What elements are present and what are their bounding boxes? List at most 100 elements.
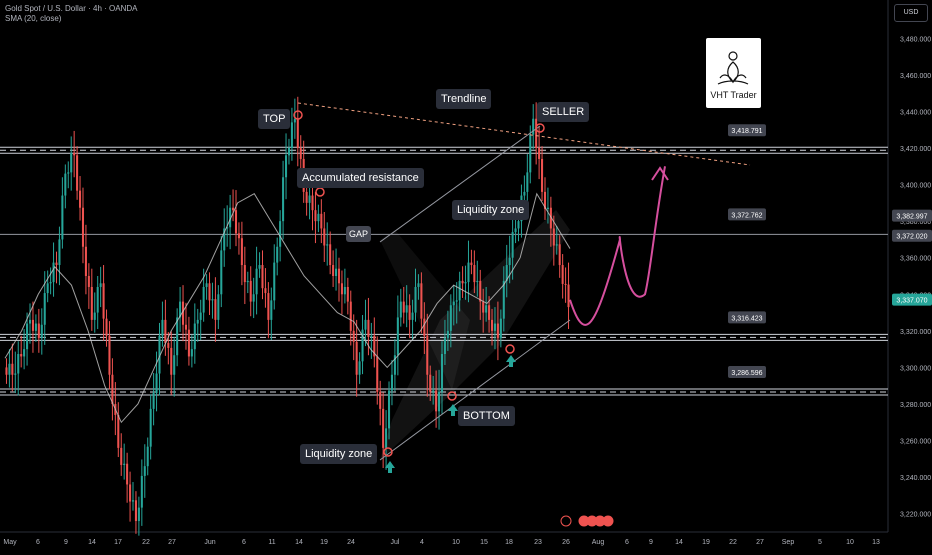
price-label-bg xyxy=(892,229,932,242)
price-label: 3,337.070 xyxy=(896,298,927,305)
candle-body xyxy=(240,238,243,266)
candle-body xyxy=(220,250,223,295)
channel-line xyxy=(379,319,571,461)
candle-body xyxy=(337,268,341,284)
pivot-marker xyxy=(383,447,393,457)
candle-body xyxy=(467,262,470,283)
pivot-marker xyxy=(447,391,457,401)
candle-body xyxy=(152,393,155,409)
x-tick-label: Aug xyxy=(592,539,605,546)
candle-body xyxy=(102,283,105,319)
candle-body xyxy=(555,244,558,246)
candle-body xyxy=(373,335,376,357)
x-tick-label: 17 xyxy=(114,539,122,546)
candle-body xyxy=(108,335,111,375)
y-tick-label: 3,440.000 xyxy=(900,109,931,116)
candle-body xyxy=(508,257,511,266)
x-tick-label: 14 xyxy=(88,539,96,546)
candle-body xyxy=(323,228,326,246)
candle-body xyxy=(564,283,567,285)
candle-body xyxy=(182,301,185,325)
candle-body xyxy=(311,195,314,211)
currency-button[interactable]: USD xyxy=(894,4,928,22)
candle-body xyxy=(305,191,308,203)
x-tick-label: 27 xyxy=(756,539,764,546)
candle-body xyxy=(358,361,361,375)
candle-body xyxy=(455,300,458,302)
candle-body xyxy=(499,318,502,339)
candle-body xyxy=(31,319,34,331)
annotation-top: TOP xyxy=(258,109,291,129)
candle-body xyxy=(126,463,129,485)
candle-body xyxy=(308,195,311,203)
candle-body xyxy=(496,323,499,339)
candle-body xyxy=(164,319,167,344)
candle-body xyxy=(237,233,240,239)
candle-body xyxy=(261,265,264,289)
candle-body xyxy=(134,500,137,522)
candle-body xyxy=(8,363,11,375)
candle-body xyxy=(382,408,385,448)
price-label-bg xyxy=(892,209,932,222)
candle-body xyxy=(264,288,267,294)
candle-body xyxy=(370,335,373,337)
candle-body xyxy=(329,244,332,266)
candle-body xyxy=(505,265,508,281)
candle-body xyxy=(87,276,90,287)
candle-body xyxy=(105,318,108,336)
candle-body xyxy=(282,177,285,222)
candle-body xyxy=(440,354,444,392)
candle-body xyxy=(502,280,505,319)
candle-body xyxy=(470,262,473,266)
y-tick-label: 3,380.000 xyxy=(900,219,931,226)
candle-body xyxy=(541,158,544,192)
candle-body xyxy=(511,232,514,258)
candle-body xyxy=(232,207,235,211)
candle-body xyxy=(535,118,538,148)
candle-body xyxy=(296,118,299,148)
candle-body xyxy=(43,293,46,325)
candle-body xyxy=(426,335,429,375)
candle-body xyxy=(284,155,288,178)
candle-body xyxy=(543,191,547,209)
x-tick-label: 6 xyxy=(36,539,40,546)
x-tick-label: 9 xyxy=(649,539,653,546)
candle-body xyxy=(526,172,529,192)
price-label: 3,372.020 xyxy=(896,234,927,241)
candle-body xyxy=(40,324,43,339)
candle-body xyxy=(482,301,485,313)
candle-body xyxy=(429,374,432,392)
candle-body xyxy=(402,301,405,313)
candle-body xyxy=(552,228,555,246)
candle-body xyxy=(61,195,64,240)
candle-body xyxy=(76,155,79,191)
candle-body xyxy=(367,319,370,337)
candle-body xyxy=(26,323,29,350)
candle-body xyxy=(387,390,391,429)
candle-body xyxy=(361,329,364,362)
up-arrow-icon xyxy=(448,404,458,416)
candle-body xyxy=(449,305,452,331)
candle-body xyxy=(20,354,23,357)
candle-body xyxy=(23,349,26,357)
candle-body xyxy=(140,475,143,508)
candle-body xyxy=(423,318,426,336)
candle-body xyxy=(293,118,296,123)
y-tick-label: 3,420.000 xyxy=(900,146,931,153)
candle-body xyxy=(340,283,343,295)
x-tick-label: 14 xyxy=(675,539,683,546)
candle-body xyxy=(167,343,170,348)
candle-body xyxy=(414,286,417,313)
candle-body xyxy=(11,363,14,375)
candle-body xyxy=(258,265,261,269)
candle-body xyxy=(170,347,173,375)
projection-arrowhead xyxy=(651,166,669,181)
candle-body xyxy=(226,227,229,229)
candle-body xyxy=(317,213,320,222)
y-tick-label: 3,220.000 xyxy=(900,512,931,519)
x-tick-label: 19 xyxy=(320,539,328,546)
y-tick-label: 3,400.000 xyxy=(900,183,931,190)
x-tick-label: 19 xyxy=(702,539,710,546)
candle-body xyxy=(452,301,455,306)
